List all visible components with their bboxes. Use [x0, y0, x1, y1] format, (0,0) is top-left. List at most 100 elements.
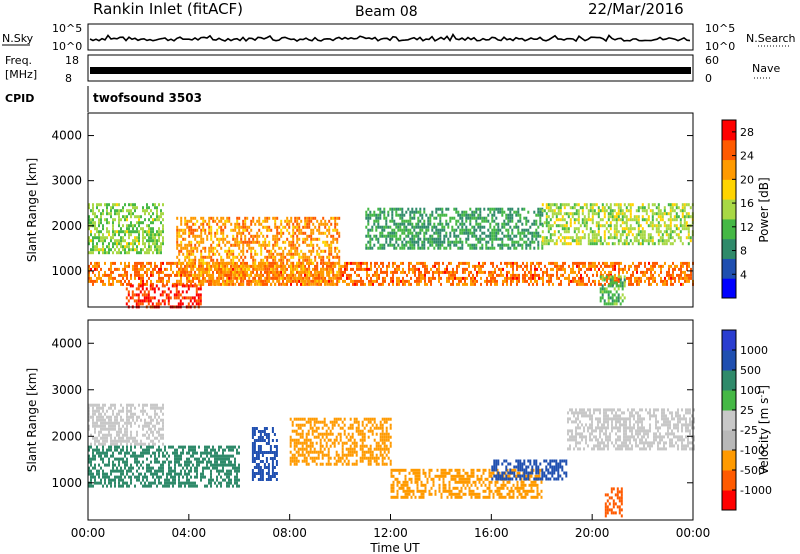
- power-ytick-label-0: 1000: [51, 264, 82, 278]
- velocity-colorbar-segment-4: [722, 410, 736, 431]
- scatter-band-5: [491, 459, 568, 481]
- date-title: 22/Mar/2016: [588, 0, 684, 18]
- time-tick-label-6: 00:00: [676, 526, 711, 540]
- power-colorbar-segment-6: [722, 159, 736, 180]
- velocity-colorbar-segment-2: [722, 450, 736, 471]
- velocity-colorbar-label-3: 25: [740, 404, 754, 417]
- time-tick-label-4: 16:00: [474, 526, 509, 540]
- power-ytick-label-2: 3000: [51, 174, 82, 188]
- velocity-colorbar-label-7: -1000: [740, 484, 772, 497]
- nsky-trace: [89, 33, 691, 43]
- scatter-band-7: [604, 487, 623, 518]
- power-heatmap: [88, 203, 694, 309]
- nsky-tick-top-left: 10^5: [52, 22, 82, 35]
- velocity-colorbar-frame: [721, 329, 737, 511]
- velocity-colorbar-label-6: -500: [740, 464, 765, 477]
- nsky-panel: [87, 23, 694, 51]
- power-colorbar-segment-8: [722, 120, 736, 141]
- time-tick-label-0: 00:00: [71, 526, 106, 540]
- velocity-colorbar-label: Velocity [m s-1]: [757, 385, 771, 475]
- scatter-band-4: [390, 468, 543, 499]
- time-xlabel: Time UT: [369, 541, 420, 554]
- nsky-tick-bottom-left: 10^0: [52, 40, 82, 53]
- power-ytick-label-1: 2000: [51, 219, 82, 233]
- freq-tick-bottom: 8: [65, 72, 72, 85]
- scatter-band-0: [88, 403, 164, 446]
- velocity-ytick-label-1: 2000: [51, 429, 82, 443]
- velocity-ytick-label-3: 4000: [51, 336, 82, 350]
- power-colorbar-label: Power [dB]: [757, 177, 771, 242]
- velocity-colorbar-segment-1: [722, 470, 736, 491]
- time-tick-label-3: 12:00: [373, 526, 408, 540]
- power-colorbar-label-3: 16: [740, 197, 754, 210]
- scatter-band-4: [541, 203, 694, 246]
- velocity-x-axis: 00:00 04:00 08:00 12:00 16:00 20:00 00:00: [71, 514, 711, 540]
- time-tick-label-5: 20:00: [575, 526, 610, 540]
- nsky-label: N.Sky: [2, 32, 34, 45]
- nave-tick-top: 60: [705, 54, 719, 67]
- freq-label: Freq.: [5, 54, 32, 67]
- power-colorbar-segment-0: [722, 278, 736, 299]
- power-colorbar-segment-1: [722, 258, 736, 279]
- scatter-band-3: [365, 207, 544, 250]
- velocity-colorbar-segment-8: [722, 330, 736, 351]
- scatter-band-6: [567, 408, 695, 451]
- scatter-band-2: [176, 216, 341, 286]
- power-colorbar-segment-4: [722, 199, 736, 220]
- freq-panel: [87, 54, 694, 82]
- power-y-axis: 1000 2000 3000 4000: [51, 129, 693, 278]
- velocity-ytick-label-2: 3000: [51, 383, 82, 397]
- velocity-y-axis: 1000 2000 3000 4000: [51, 336, 693, 490]
- freq-tick-top: 18: [65, 54, 79, 67]
- scatter-band-6: [599, 275, 626, 306]
- beam-title: Beam 08: [355, 4, 418, 20]
- time-tick-label-1: 04:00: [172, 526, 207, 540]
- power-colorbar-segment-2: [722, 238, 736, 259]
- nave-label: Nave: [752, 62, 780, 75]
- velocity-colorbar-label-2: 100: [740, 384, 761, 397]
- power-colorbar-frame: [721, 119, 737, 299]
- cpid-label: CPID: [5, 92, 34, 105]
- nave-tick-bottom: 0: [705, 72, 712, 85]
- velocity-ylabel: Slant Range [km]: [25, 368, 39, 472]
- velocity-colorbar: 1000 500 100 25 -25 -100 -500 -1000: [721, 329, 772, 511]
- velocity-colorbar-segment-0: [722, 490, 736, 511]
- power-colorbar-label-2: 20: [740, 173, 754, 186]
- freq-unit: [MHz]: [5, 68, 37, 81]
- nsky-tick-bottom-right: 10^0: [705, 40, 735, 53]
- time-tick-label-2: 08:00: [272, 526, 307, 540]
- velocity-colorbar-label-4: -25: [740, 424, 758, 437]
- power-colorbar-segment-5: [722, 179, 736, 200]
- station-title: Rankin Inlet (fitACF): [93, 0, 243, 18]
- power-ylabel: Slant Range [km]: [25, 158, 39, 262]
- velocity-colorbar-segment-6: [722, 370, 736, 391]
- power-colorbar: 28 24 20 16 12 8 4: [721, 119, 754, 299]
- nsearch-label: N.Search: [746, 32, 796, 45]
- velocity-colorbar-label-0: 1000: [740, 344, 768, 357]
- power-colorbar-label-4: 12: [740, 221, 754, 234]
- power-colorbar-label-5: 8: [740, 245, 747, 258]
- cpid-value: twofsound 3503: [93, 91, 202, 105]
- velocity-colorbar-segment-7: [722, 350, 736, 371]
- velocity-heatmap: [88, 403, 695, 518]
- velocity-ytick-label-0: 1000: [51, 476, 82, 490]
- velocity-colorbar-segment-3: [722, 430, 736, 451]
- scatter-band-2: [251, 427, 278, 481]
- scatter-band-5: [125, 284, 202, 309]
- scatter-band-1: [88, 445, 240, 488]
- power-colorbar-segment-7: [722, 139, 736, 161]
- velocity-colorbar-label-5: -100: [740, 444, 765, 457]
- power-panel-frame: [87, 112, 694, 308]
- power-colorbar-segment-3: [722, 218, 736, 240]
- nsky-tick-top-right: 10^5: [705, 22, 735, 35]
- power-colorbar-label-6: 4: [740, 268, 747, 281]
- scatter-band-3: [289, 417, 392, 466]
- power-colorbar-label-1: 24: [740, 150, 754, 163]
- scatter-band-1: [88, 203, 164, 255]
- velocity-colorbar-label-1: 500: [740, 364, 761, 377]
- power-ytick-label-3: 4000: [51, 129, 82, 143]
- freq-trace: [90, 67, 691, 74]
- power-colorbar-label-0: 28: [740, 126, 754, 139]
- velocity-colorbar-segment-5: [722, 390, 736, 411]
